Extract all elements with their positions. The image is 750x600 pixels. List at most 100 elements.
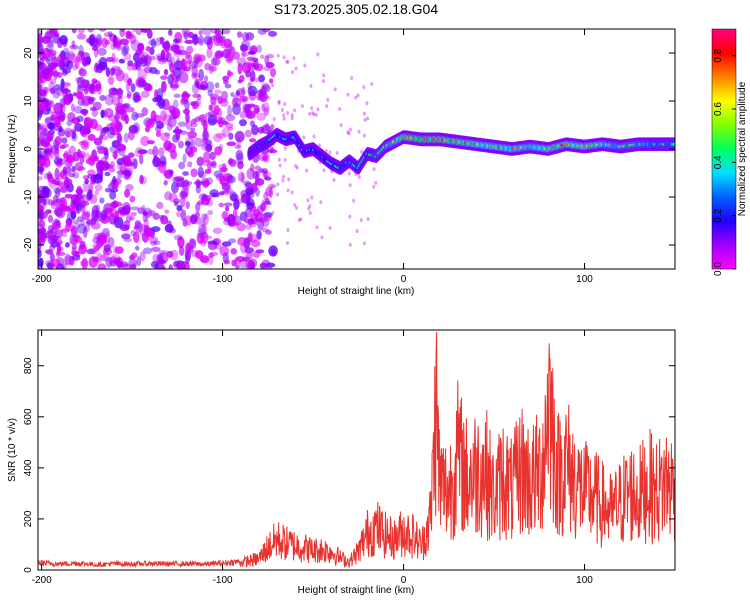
- noise-cell: [41, 187, 52, 199]
- noise-cell: [45, 197, 51, 206]
- noise-cell: [145, 119, 155, 129]
- noise-cell: [237, 63, 243, 75]
- noise-cell: [99, 210, 108, 218]
- noise-cell: [164, 40, 170, 53]
- noise-cell: [221, 182, 232, 190]
- noise-cell: [105, 67, 111, 77]
- noise-cell: [212, 133, 223, 143]
- noise-cell: [38, 61, 44, 66]
- noise-cell: [187, 161, 193, 168]
- noise-cell: [65, 130, 71, 138]
- noise-cell: [201, 219, 206, 230]
- noise-cell: [214, 104, 220, 116]
- noise-cell: [245, 251, 254, 259]
- noise-cell: [155, 101, 164, 107]
- noise-cell: [205, 143, 213, 153]
- noise-cell: [260, 103, 266, 112]
- noise-cell: [202, 137, 209, 143]
- noise-cell: [227, 104, 233, 117]
- noise-cell: [114, 88, 124, 95]
- noise-cell: [126, 93, 132, 100]
- noise-cell: [110, 41, 117, 51]
- noise-cell: [183, 30, 189, 40]
- noise-cell: [38, 158, 46, 165]
- noise-cell: [244, 182, 253, 188]
- noise-cell: [278, 163, 282, 168]
- noise-cell: [283, 157, 287, 162]
- noise-cell: [83, 83, 90, 95]
- noise-cell: [150, 246, 161, 252]
- noise-cell: [78, 244, 87, 255]
- noise-cell: [38, 209, 45, 221]
- noise-cell: [254, 77, 261, 83]
- noise-cell: [79, 260, 87, 267]
- noise-cell: [374, 180, 378, 185]
- noise-cell: [126, 62, 134, 71]
- noise-cell: [48, 81, 54, 93]
- noise-cell: [295, 165, 299, 170]
- noise-cell: [125, 80, 130, 92]
- noise-cell: [180, 209, 187, 221]
- noise-cell: [112, 175, 117, 186]
- noise-cell: [207, 117, 217, 126]
- noise-cell: [113, 40, 124, 45]
- noise-cell: [44, 122, 50, 132]
- noise-cell: [42, 71, 48, 80]
- noise-cell: [55, 159, 63, 168]
- noise-cell: [64, 254, 73, 266]
- noise-cell: [346, 92, 350, 97]
- noise-cell: [263, 106, 270, 116]
- noise-cell: [38, 34, 42, 42]
- noise-cell: [212, 227, 223, 234]
- noise-cell: [72, 92, 77, 97]
- noise-cell: [148, 236, 159, 244]
- noise-cell: [107, 31, 113, 38]
- noise-cell: [159, 36, 164, 45]
- noise-cell: [182, 108, 191, 115]
- noise-cell: [217, 96, 224, 105]
- noise-cell: [277, 157, 281, 162]
- noise-cell: [287, 177, 291, 182]
- noise-cell: [145, 45, 152, 52]
- noise-cell: [268, 63, 272, 68]
- noise-cell: [276, 192, 280, 197]
- noise-cell: [178, 49, 188, 56]
- noise-cell: [38, 65, 42, 74]
- noise-cell: [104, 150, 109, 160]
- noise-cell: [119, 38, 130, 46]
- noise-cell: [198, 29, 203, 36]
- noise-cell: [203, 75, 209, 82]
- noise-cell: [121, 154, 131, 163]
- noise-cell: [195, 250, 204, 259]
- noise-cell: [101, 37, 108, 48]
- noise-cell: [322, 168, 326, 173]
- noise-cell: [198, 68, 205, 81]
- noise-cell: [326, 97, 330, 102]
- colorbar-gradient: [711, 28, 737, 270]
- noise-cell: [50, 57, 59, 67]
- noise-cell: [110, 261, 118, 266]
- noise-cell: [140, 90, 150, 98]
- noise-cell: [163, 180, 168, 186]
- noise-cell: [114, 246, 124, 254]
- noise-cell: [98, 232, 108, 245]
- ridge-cell: [672, 142, 675, 146]
- noise-cell: [126, 90, 132, 98]
- noise-cell: [226, 69, 232, 78]
- noise-cell: [280, 108, 284, 113]
- noise-cell: [209, 65, 217, 72]
- noise-cell: [245, 32, 255, 41]
- noise-cell: [41, 35, 49, 45]
- noise-cell: [87, 173, 95, 179]
- noise-cell: [253, 209, 261, 217]
- noise-cell: [59, 104, 66, 114]
- noise-cell: [307, 206, 311, 211]
- noise-cell: [366, 216, 370, 221]
- noise-cell: [252, 250, 261, 259]
- tick-label: 10: [23, 95, 34, 107]
- noise-cell: [112, 37, 122, 47]
- noise-cell: [68, 172, 76, 178]
- noise-cell: [292, 56, 296, 61]
- noise-cell: [123, 132, 129, 144]
- noise-cell: [81, 257, 89, 269]
